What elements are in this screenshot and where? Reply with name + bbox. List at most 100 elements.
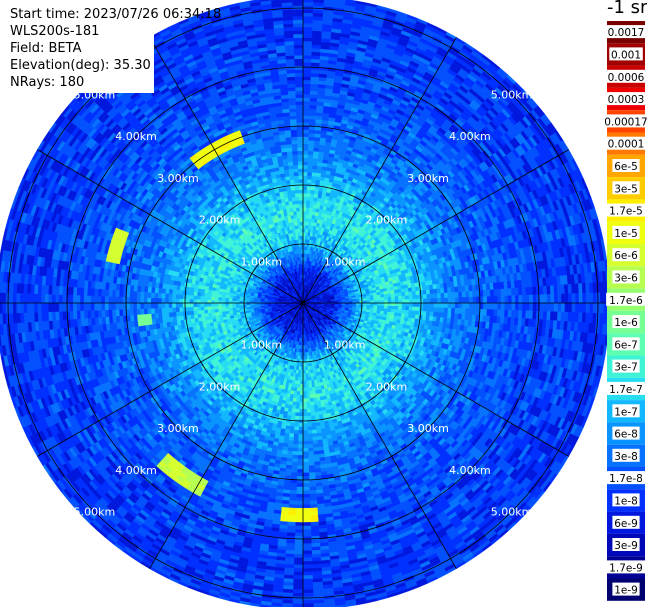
heatmap-cell [553,302,559,313]
heatmap-cell [525,302,530,312]
heatmap-cell [483,302,488,310]
heatmap-cell [401,309,406,314]
heatmap-cell [398,306,403,311]
heatmap-cell [390,289,395,294]
heatmap-cell [302,83,311,88]
heatmap-cell [302,182,308,187]
heatmap-cell [401,299,406,304]
heatmap-cell [465,302,470,310]
heatmap-cell [507,295,513,304]
heatmap-cell [302,23,314,28]
heatmap-cell [302,161,309,166]
heatmap-cell [454,302,460,309]
heatmap-cell [302,217,307,222]
heatmap-cell [313,193,319,199]
heatmap-cell [500,302,506,311]
heatmap-cell [461,297,467,304]
heatmap-cell [447,312,452,319]
heatmap-cell [553,311,558,322]
heatmap-cell [514,287,520,296]
heatmap-cell [312,154,319,159]
heatmap-cell [309,111,317,117]
heatmap-cell [305,210,310,215]
heatmap-cell [394,302,399,307]
heatmap-cell [543,294,548,304]
heatmap-cell [348,299,353,302]
heatmap-cell [302,47,313,53]
heatmap-cell [557,293,562,304]
heatmap-cell [305,214,310,219]
heatmap-cell [306,178,312,184]
heatmap-cell [307,161,314,166]
heatmap-cell [310,86,319,92]
heatmap-cell [307,164,313,170]
heatmap-cell [589,302,594,314]
heatmap-cell [585,302,590,314]
heatmap-cell [437,297,442,304]
heatmap-cell [302,12,314,17]
heatmap-cell [429,293,435,299]
heatmap-cell [397,292,403,297]
heatmap-cell [302,19,314,24]
heatmap-cell [535,310,541,320]
heatmap-cell [447,302,452,309]
heatmap-cell [404,309,410,315]
heatmap-cell [401,295,406,300]
heatmap-cell [404,287,409,293]
heatmap-cell [529,294,534,304]
heatmap-cell [436,293,442,299]
heatmap-cell [302,203,307,208]
heatmap-cell [529,302,534,312]
heatmap-cell [479,302,484,310]
heatmap-cell [302,62,312,67]
heatmap-cell [400,288,406,293]
heatmap-cell [430,302,435,308]
heatmap-cell [433,307,438,313]
heatmap-cell [302,185,308,191]
heatmap-cell [468,290,474,298]
heatmap-cell [546,302,552,312]
heatmap-cell [302,51,313,56]
heatmap-cell [307,171,313,177]
heatmap-cell [444,297,449,304]
heatmap-cell [302,200,307,205]
heatmap-cell [311,168,318,173]
heatmap-cell [436,307,442,313]
heatmap-cell [497,295,502,304]
heatmap-cell [426,302,431,308]
heatmap-cell [383,305,389,310]
heatmap-cell [302,100,311,106]
heatmap-cell [397,288,402,294]
heatmap-cell [536,294,541,304]
heatmap-cell [302,178,308,183]
heatmap-cell [532,302,537,312]
heatmap-cell [489,309,495,317]
heatmap-cell [419,306,424,312]
heatmap-cell [391,302,396,307]
heatmap-cell [306,196,311,201]
heatmap-cell [518,310,523,319]
heatmap-cell [302,79,312,84]
heatmap-cell [515,302,520,311]
heatmap-cell [522,294,527,304]
heatmap-cell [311,58,321,64]
heatmap-cell [309,94,318,99]
heatmap-cell [490,302,495,310]
heatmap-cell [308,143,315,148]
heatmap-cell [465,296,470,304]
heatmap-cell [461,302,467,309]
heatmap-cell [592,292,598,304]
heatmap-cell [451,297,456,304]
heatmap-cell [376,294,381,299]
heatmap-cell [302,37,313,42]
heatmap-cell [426,298,431,304]
heatmap-cell [440,292,445,299]
heatmap-cell [369,297,375,301]
heatmap-cell [564,311,569,322]
heatmap-cell [507,288,512,297]
heatmap-cell [525,310,530,320]
heatmap-cell [518,302,523,311]
heatmap-cell [394,299,399,304]
heatmap-cell [390,293,396,298]
heatmap-cell [398,299,403,304]
